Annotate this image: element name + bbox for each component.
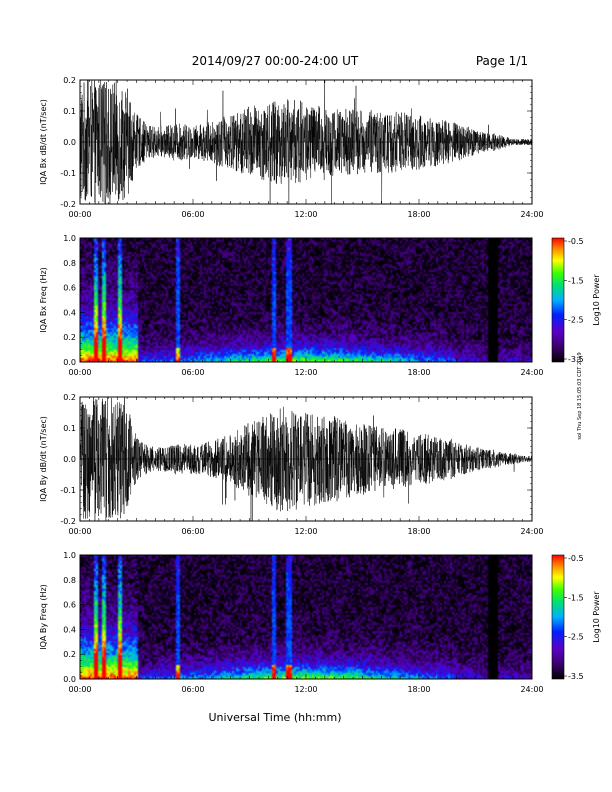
- colorbar-tick-label: -2.5: [568, 633, 584, 642]
- colorbar: [551, 554, 565, 680]
- y-tick-label: 0.4: [63, 308, 76, 317]
- y-axis-label: IQA Bx dB/dt (nT/sec): [39, 99, 48, 185]
- x-tick-label: 00:00: [68, 685, 91, 694]
- y-axis-label: IQA By Freq (Hz): [39, 584, 48, 650]
- y-tick-label: 0.2: [63, 393, 76, 402]
- colorbar-label: Log10 Power: [592, 274, 601, 326]
- x-tick-label: 12:00: [294, 527, 317, 536]
- y-tick-label: 0.6: [63, 284, 76, 293]
- x-tick-label: 06:00: [181, 527, 204, 536]
- colorbar-label: Log10 Power: [592, 591, 601, 643]
- x-tick-label: 24:00: [520, 368, 543, 377]
- x-tick-label: 06:00: [181, 368, 204, 377]
- x-tick-label: 24:00: [520, 527, 543, 536]
- colorbar-tick-label: -2.5: [568, 316, 584, 325]
- chart-panel-4: 00:00 06:00 12:00 18:00 24:00 1.0 0.8 0.6 0.4 0.2…: [39, 551, 601, 694]
- y-tick-label: 0.0: [63, 358, 76, 367]
- colorbar-tick-label: -3.5: [568, 355, 584, 364]
- timestamp-note: sol Thu Sep 18 15:05:03 CDT 2019: [577, 352, 583, 439]
- figure-date-range: 2014/09/27 00:00-24:00 UT: [192, 54, 359, 68]
- data-trace: [79, 79, 533, 205]
- y-tick-label: 0.2: [63, 333, 76, 342]
- x-tick-label: 18:00: [407, 368, 430, 377]
- x-tick-label: 18:00: [407, 527, 430, 536]
- y-tick-label: 0.2: [63, 76, 76, 85]
- y-axis-label: IQA Bx Freq (Hz): [39, 267, 48, 333]
- x-tick-label: 12:00: [294, 368, 317, 377]
- chart-panel-2: 00:00 06:00 12:00 18:00 24:00 1.0 0.8 0.6 0.4 0.2…: [39, 234, 601, 377]
- y-axis-label: IQA By dB/dt (nT/sec): [39, 416, 48, 502]
- spectrogram-image: [80, 555, 532, 679]
- x-axis-title: Universal Time (hh:mm): [209, 711, 342, 724]
- colorbar-tick-label: -1.5: [568, 593, 584, 602]
- colorbar-tick-label: -1.5: [568, 276, 584, 285]
- y-tick-label: -0.2: [60, 200, 76, 209]
- x-tick-label: 12:00: [294, 685, 317, 694]
- y-tick-label: 0.4: [63, 625, 76, 634]
- x-tick-label: 06:00: [181, 210, 204, 219]
- chart-panel-1: 00:00 06:00 12:00 18:00 24:00 0.2 0.1 0.0 -0.1 -0…: [39, 76, 544, 219]
- x-tick-label: 00:00: [68, 210, 91, 219]
- y-tick-label: 0.0: [63, 675, 76, 684]
- x-tick-label: 24:00: [520, 210, 543, 219]
- y-tick-label: 1.0: [63, 551, 76, 560]
- x-tick-label: 00:00: [68, 527, 91, 536]
- y-tick-label: -0.2: [60, 517, 76, 526]
- colorbar-tick-label: -0.5: [568, 554, 584, 563]
- colorbar: [551, 237, 565, 363]
- y-tick-label: 0.8: [63, 576, 76, 585]
- x-tick-label: 12:00: [294, 210, 317, 219]
- x-tick-label: 06:00: [181, 685, 204, 694]
- y-tick-label: 0.8: [63, 259, 76, 268]
- chart-panel-3: 00:00 06:00 12:00 18:00 24:00 0.2 0.1 0.0 -0.1 -0…: [39, 393, 544, 536]
- colorbar-tick-label: -0.5: [568, 237, 584, 246]
- y-tick-label: 0.1: [63, 107, 76, 116]
- page-indicator: Page 1/1: [476, 54, 528, 68]
- colorbar-tick-label: -3.5: [568, 672, 584, 681]
- y-tick-label: 0.2: [63, 650, 76, 659]
- y-tick-label: -0.1: [60, 169, 76, 178]
- x-tick-label: 00:00: [68, 368, 91, 377]
- y-tick-label: 1.0: [63, 234, 76, 243]
- x-tick-label: 18:00: [407, 210, 430, 219]
- x-tick-label: 24:00: [520, 685, 543, 694]
- spectrogram-image: [80, 238, 532, 362]
- data-trace: [79, 396, 533, 522]
- x-tick-label: 18:00: [407, 685, 430, 694]
- y-tick-label: 0.1: [63, 424, 76, 433]
- y-tick-label: -0.1: [60, 486, 76, 495]
- y-tick-label: 0.0: [63, 138, 76, 147]
- y-tick-label: 0.0: [63, 455, 76, 464]
- y-tick-label: 0.6: [63, 601, 76, 610]
